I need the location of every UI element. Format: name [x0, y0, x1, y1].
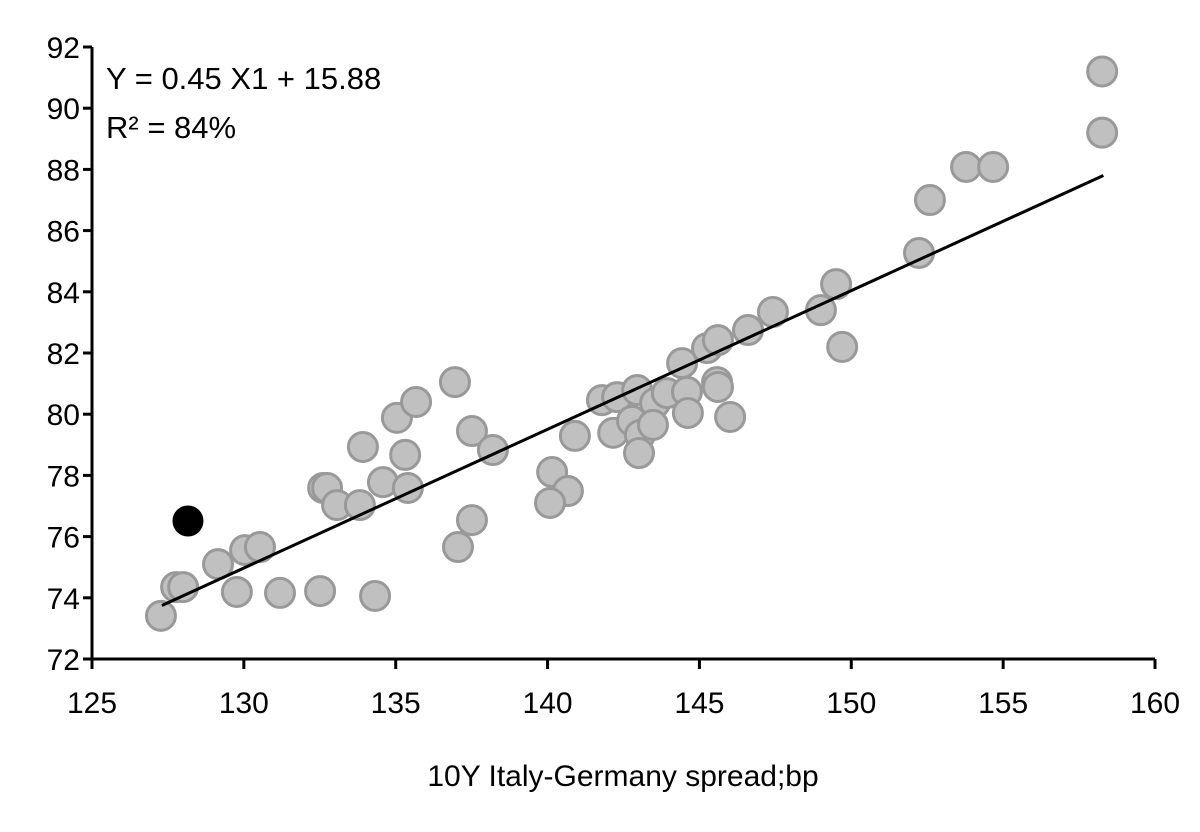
- y-tick-label: 90: [47, 93, 80, 126]
- data-point: [455, 504, 488, 537]
- data-point: [400, 385, 433, 418]
- x-tick-label: 150: [826, 687, 876, 720]
- data-point: [438, 366, 471, 399]
- y-tick-label: 74: [47, 583, 80, 616]
- data-point: [558, 419, 591, 452]
- y-tick-label: 86: [47, 216, 80, 249]
- data-point: [167, 571, 200, 604]
- y-tick-label: 72: [47, 644, 80, 677]
- data-point: [359, 579, 392, 612]
- data-point: [534, 486, 567, 519]
- data-point: [701, 370, 734, 403]
- y-tick-label: 92: [47, 32, 80, 65]
- x-tick-label: 135: [371, 687, 421, 720]
- highlight-data-point: [172, 505, 204, 537]
- data-point: [455, 415, 488, 448]
- data-point: [220, 575, 253, 608]
- x-tick-label: 140: [523, 687, 573, 720]
- y-tick-label: 76: [47, 522, 80, 555]
- data-point: [732, 314, 765, 347]
- x-tick-label: 145: [674, 687, 724, 720]
- y-tick-label: 78: [47, 460, 80, 493]
- data-point: [263, 576, 296, 609]
- data-point: [913, 184, 946, 216]
- x-tick-label: 125: [67, 687, 117, 720]
- x-axis-label: 10Y Italy-Germany spread;bp: [427, 760, 818, 793]
- y-tick-label: 84: [47, 277, 80, 310]
- data-point: [950, 150, 983, 183]
- regression-equation: Y = 0.45 X1 + 15.88: [106, 61, 381, 96]
- x-tick-label: 155: [978, 687, 1028, 720]
- data-point: [977, 150, 1010, 183]
- data-point: [671, 396, 704, 429]
- trendline: [161, 174, 1104, 607]
- r-squared: R² = 84%: [106, 110, 236, 145]
- data-point: [389, 438, 422, 471]
- y-tick-label: 88: [47, 154, 80, 187]
- axes: 72 74 76 78 80 82 84 86 88 90 92 125 130 135 140 145 150…: [47, 32, 1180, 720]
- data-point: [144, 599, 177, 632]
- data-point: [346, 430, 379, 463]
- points-layer: [144, 55, 1119, 632]
- data-point: [622, 437, 655, 470]
- y-tick-label: 80: [47, 399, 80, 432]
- data-point: [636, 408, 669, 441]
- data-point: [304, 575, 337, 608]
- x-tick-label: 130: [219, 687, 269, 720]
- data-point: [826, 330, 859, 363]
- data-point: [1086, 55, 1119, 88]
- data-point: [441, 531, 474, 564]
- data-point: [714, 400, 747, 433]
- y-tick-label: 82: [47, 338, 80, 371]
- data-point: [1086, 116, 1119, 149]
- x-tick-label: 160: [1130, 687, 1180, 720]
